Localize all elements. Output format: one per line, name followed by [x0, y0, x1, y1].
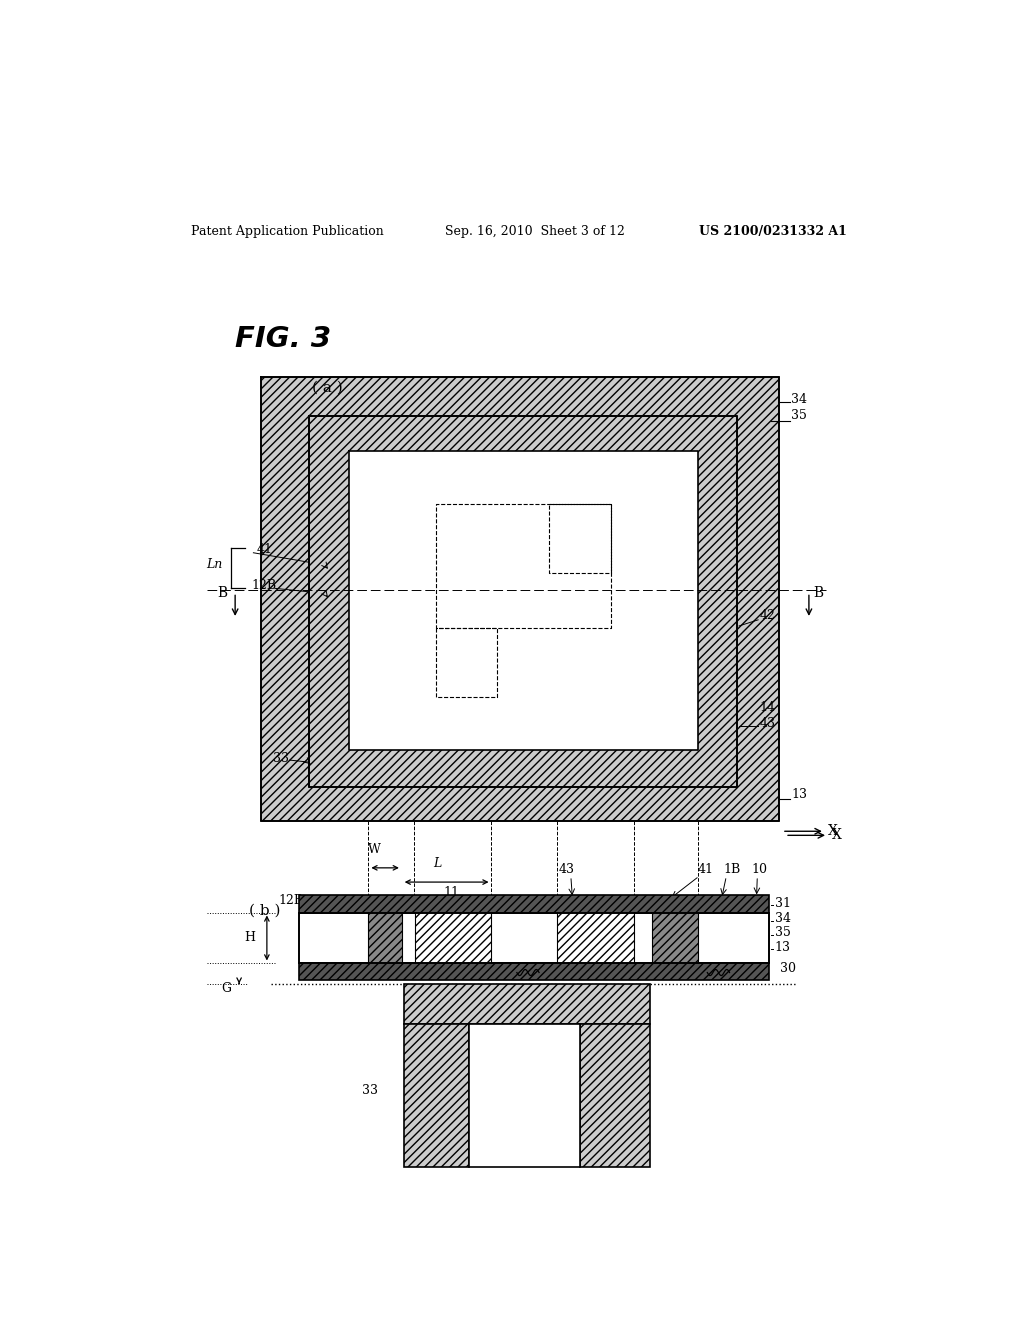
Bar: [652, 912, 697, 964]
Text: H: H: [244, 932, 255, 945]
Text: X: X: [831, 829, 842, 842]
Text: 43: 43: [559, 863, 574, 876]
Text: 35: 35: [792, 409, 807, 422]
Text: 20: 20: [515, 1146, 531, 1159]
Text: 13: 13: [792, 788, 808, 801]
Text: 14: 14: [760, 701, 776, 714]
Bar: [469, 1024, 581, 1167]
Text: 1B: 1B: [723, 863, 740, 876]
Text: L: L: [433, 857, 441, 870]
Text: B: B: [813, 586, 823, 601]
Text: W: W: [368, 843, 381, 857]
Bar: [581, 1024, 650, 1167]
Text: 10: 10: [752, 863, 768, 876]
Text: B: B: [217, 586, 227, 601]
Text: 31: 31: [775, 896, 791, 909]
Text: Ln: Ln: [206, 558, 222, 572]
Text: 32: 32: [524, 965, 541, 978]
Text: 33: 33: [362, 1084, 378, 1097]
Text: 41: 41: [257, 544, 272, 556]
Bar: [299, 895, 769, 912]
Text: G: G: [221, 982, 231, 995]
Text: 13: 13: [775, 941, 791, 953]
Text: 35: 35: [775, 927, 791, 940]
Text: 33: 33: [634, 1084, 650, 1097]
Text: X: X: [828, 824, 838, 838]
Text: 12B: 12B: [251, 578, 276, 591]
Text: 34: 34: [775, 912, 791, 925]
Bar: [557, 912, 634, 964]
Text: FIG. 3: FIG. 3: [236, 325, 331, 354]
Bar: [404, 983, 650, 1024]
Text: 14: 14: [472, 1026, 487, 1039]
Text: 33: 33: [273, 751, 289, 764]
Text: 34: 34: [792, 393, 808, 405]
Text: ( a ): ( a ): [312, 381, 343, 395]
Bar: [299, 912, 769, 964]
Bar: [299, 912, 769, 964]
Bar: [369, 912, 401, 964]
Text: 11: 11: [443, 886, 460, 899]
Text: 41: 41: [697, 863, 714, 876]
Text: 12B: 12B: [279, 894, 304, 907]
Text: ( b ): ( b ): [249, 903, 281, 917]
Bar: [416, 912, 492, 964]
Text: Patent Application Publication: Patent Application Publication: [191, 226, 384, 238]
Bar: [309, 416, 737, 787]
Text: 42: 42: [760, 610, 775, 622]
Bar: [348, 451, 697, 750]
Text: US 2100/0231332 A1: US 2100/0231332 A1: [699, 226, 847, 238]
Bar: [309, 416, 737, 787]
Text: 43: 43: [760, 717, 776, 730]
Text: Sep. 16, 2010  Sheet 3 of 12: Sep. 16, 2010 Sheet 3 of 12: [445, 226, 626, 238]
Bar: [299, 964, 769, 979]
Bar: [261, 378, 778, 821]
Bar: [404, 1024, 469, 1167]
Text: 30: 30: [780, 962, 797, 975]
